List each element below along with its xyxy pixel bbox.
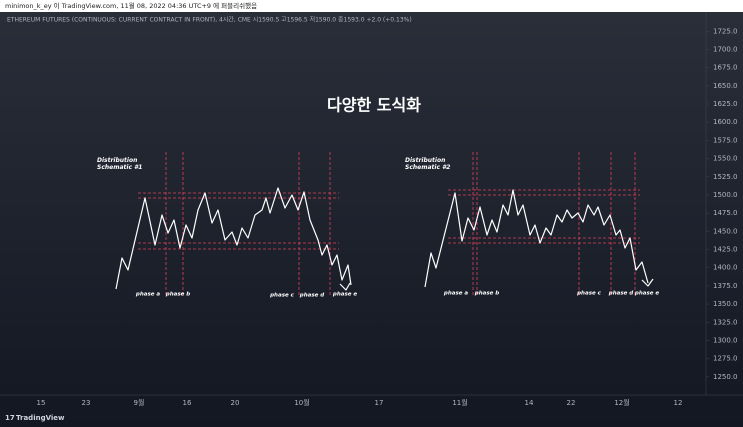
y-tick-label: 1325.0: [713, 318, 738, 326]
schematic-title: Distribution Schematic #1: [97, 157, 142, 171]
schematic-title: Distribution Schematic #2: [405, 157, 450, 171]
y-tick-label: 1300.0: [713, 336, 738, 344]
phase-label: phase b: [474, 291, 499, 297]
y-tick-label: 1625.0: [713, 100, 738, 108]
y-tick-label: 1400.0: [713, 264, 738, 272]
phase-label: phase c: [576, 291, 601, 297]
x-tick-label: 12: [674, 399, 683, 407]
x-tick-label: 17: [375, 399, 384, 407]
y-tick-label: 1725.0: [713, 27, 738, 35]
y-tick-label: 1650.0: [713, 82, 738, 90]
x-tick-label: 10월: [294, 398, 309, 407]
phase-label: phase d: [299, 293, 324, 299]
phase-label: phase e: [634, 291, 659, 297]
phase-label: phase d: [608, 291, 633, 297]
x-tick-label: 12월: [614, 398, 629, 407]
y-tick-label: 1350.0: [713, 300, 738, 308]
y-tick-label: 1375.0: [713, 282, 738, 290]
y-tick-label: 1275.0: [713, 355, 738, 363]
phase-label: phase b: [165, 292, 190, 298]
x-tick-label: 11월: [452, 398, 467, 407]
y-tick-label: 1575.0: [713, 136, 738, 144]
chart-bg: [0, 12, 743, 427]
y-tick-label: 1475.0: [713, 209, 738, 217]
y-tick-label: 1500.0: [713, 191, 738, 199]
y-tick-label: 1550.0: [713, 155, 738, 163]
y-tick-label: 1450.0: [713, 227, 738, 235]
brand-logo: 17: [5, 414, 15, 422]
x-tick-label: 16: [183, 399, 192, 407]
x-tick-label: 14: [525, 399, 534, 407]
y-tick-label: 1600.0: [713, 118, 738, 126]
phase-label: phase e: [332, 292, 357, 298]
phase-label: phase a: [135, 292, 160, 298]
y-tick-label: 1700.0: [713, 45, 738, 53]
x-tick-label: 22: [567, 399, 576, 407]
y-tick-label: 1675.0: [713, 64, 738, 72]
y-tick-label: 1525.0: [713, 173, 738, 181]
phase-label: phase c: [269, 293, 294, 299]
x-tick-label: 20: [231, 399, 240, 407]
drawings: [115, 152, 654, 296]
y-tick-label: 1425.0: [713, 246, 738, 254]
x-tick-label: 9월: [134, 398, 145, 407]
brand: TradingView: [16, 414, 65, 422]
x-tick-label: 15: [37, 399, 46, 407]
legend: ETHEREUM FUTURES (CONTINUOUS: CURRENT CO…: [7, 16, 412, 24]
header: minimon_k_ey 이 TradingView.com, 11월 08, …: [5, 1, 257, 10]
y-tick-label: 1250.0: [713, 373, 738, 381]
x-tick-label: 23: [82, 399, 91, 407]
phase-label: phase a: [443, 291, 468, 297]
chart-title: 다양한 도식화: [327, 96, 421, 115]
